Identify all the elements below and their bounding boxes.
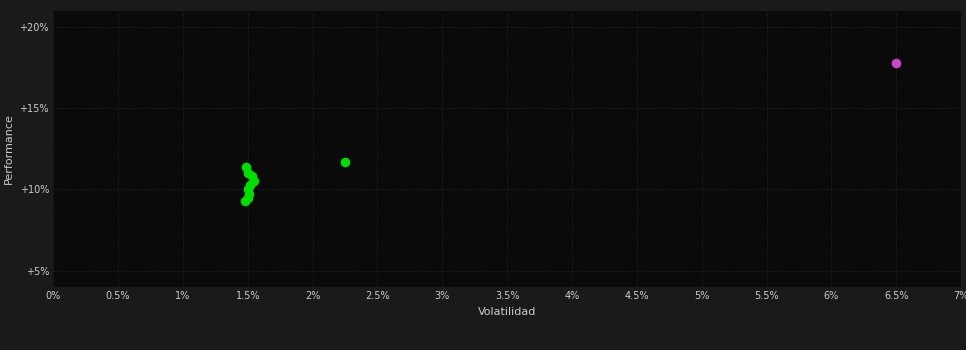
Point (240, 195, 255, 200)
Point (240, 187, 255, 192)
Point (238, 198, 253, 204)
Point (239, 164, 254, 169)
Point (889, 60, 904, 65)
Point (243, 174, 259, 179)
Point (246, 178, 262, 184)
Point (242, 191, 257, 197)
Y-axis label: Performance: Performance (4, 113, 14, 184)
X-axis label: Volatilidad: Volatilidad (478, 307, 536, 317)
Point (242, 182, 258, 187)
Point (240, 170, 255, 176)
Point (337, 159, 353, 164)
